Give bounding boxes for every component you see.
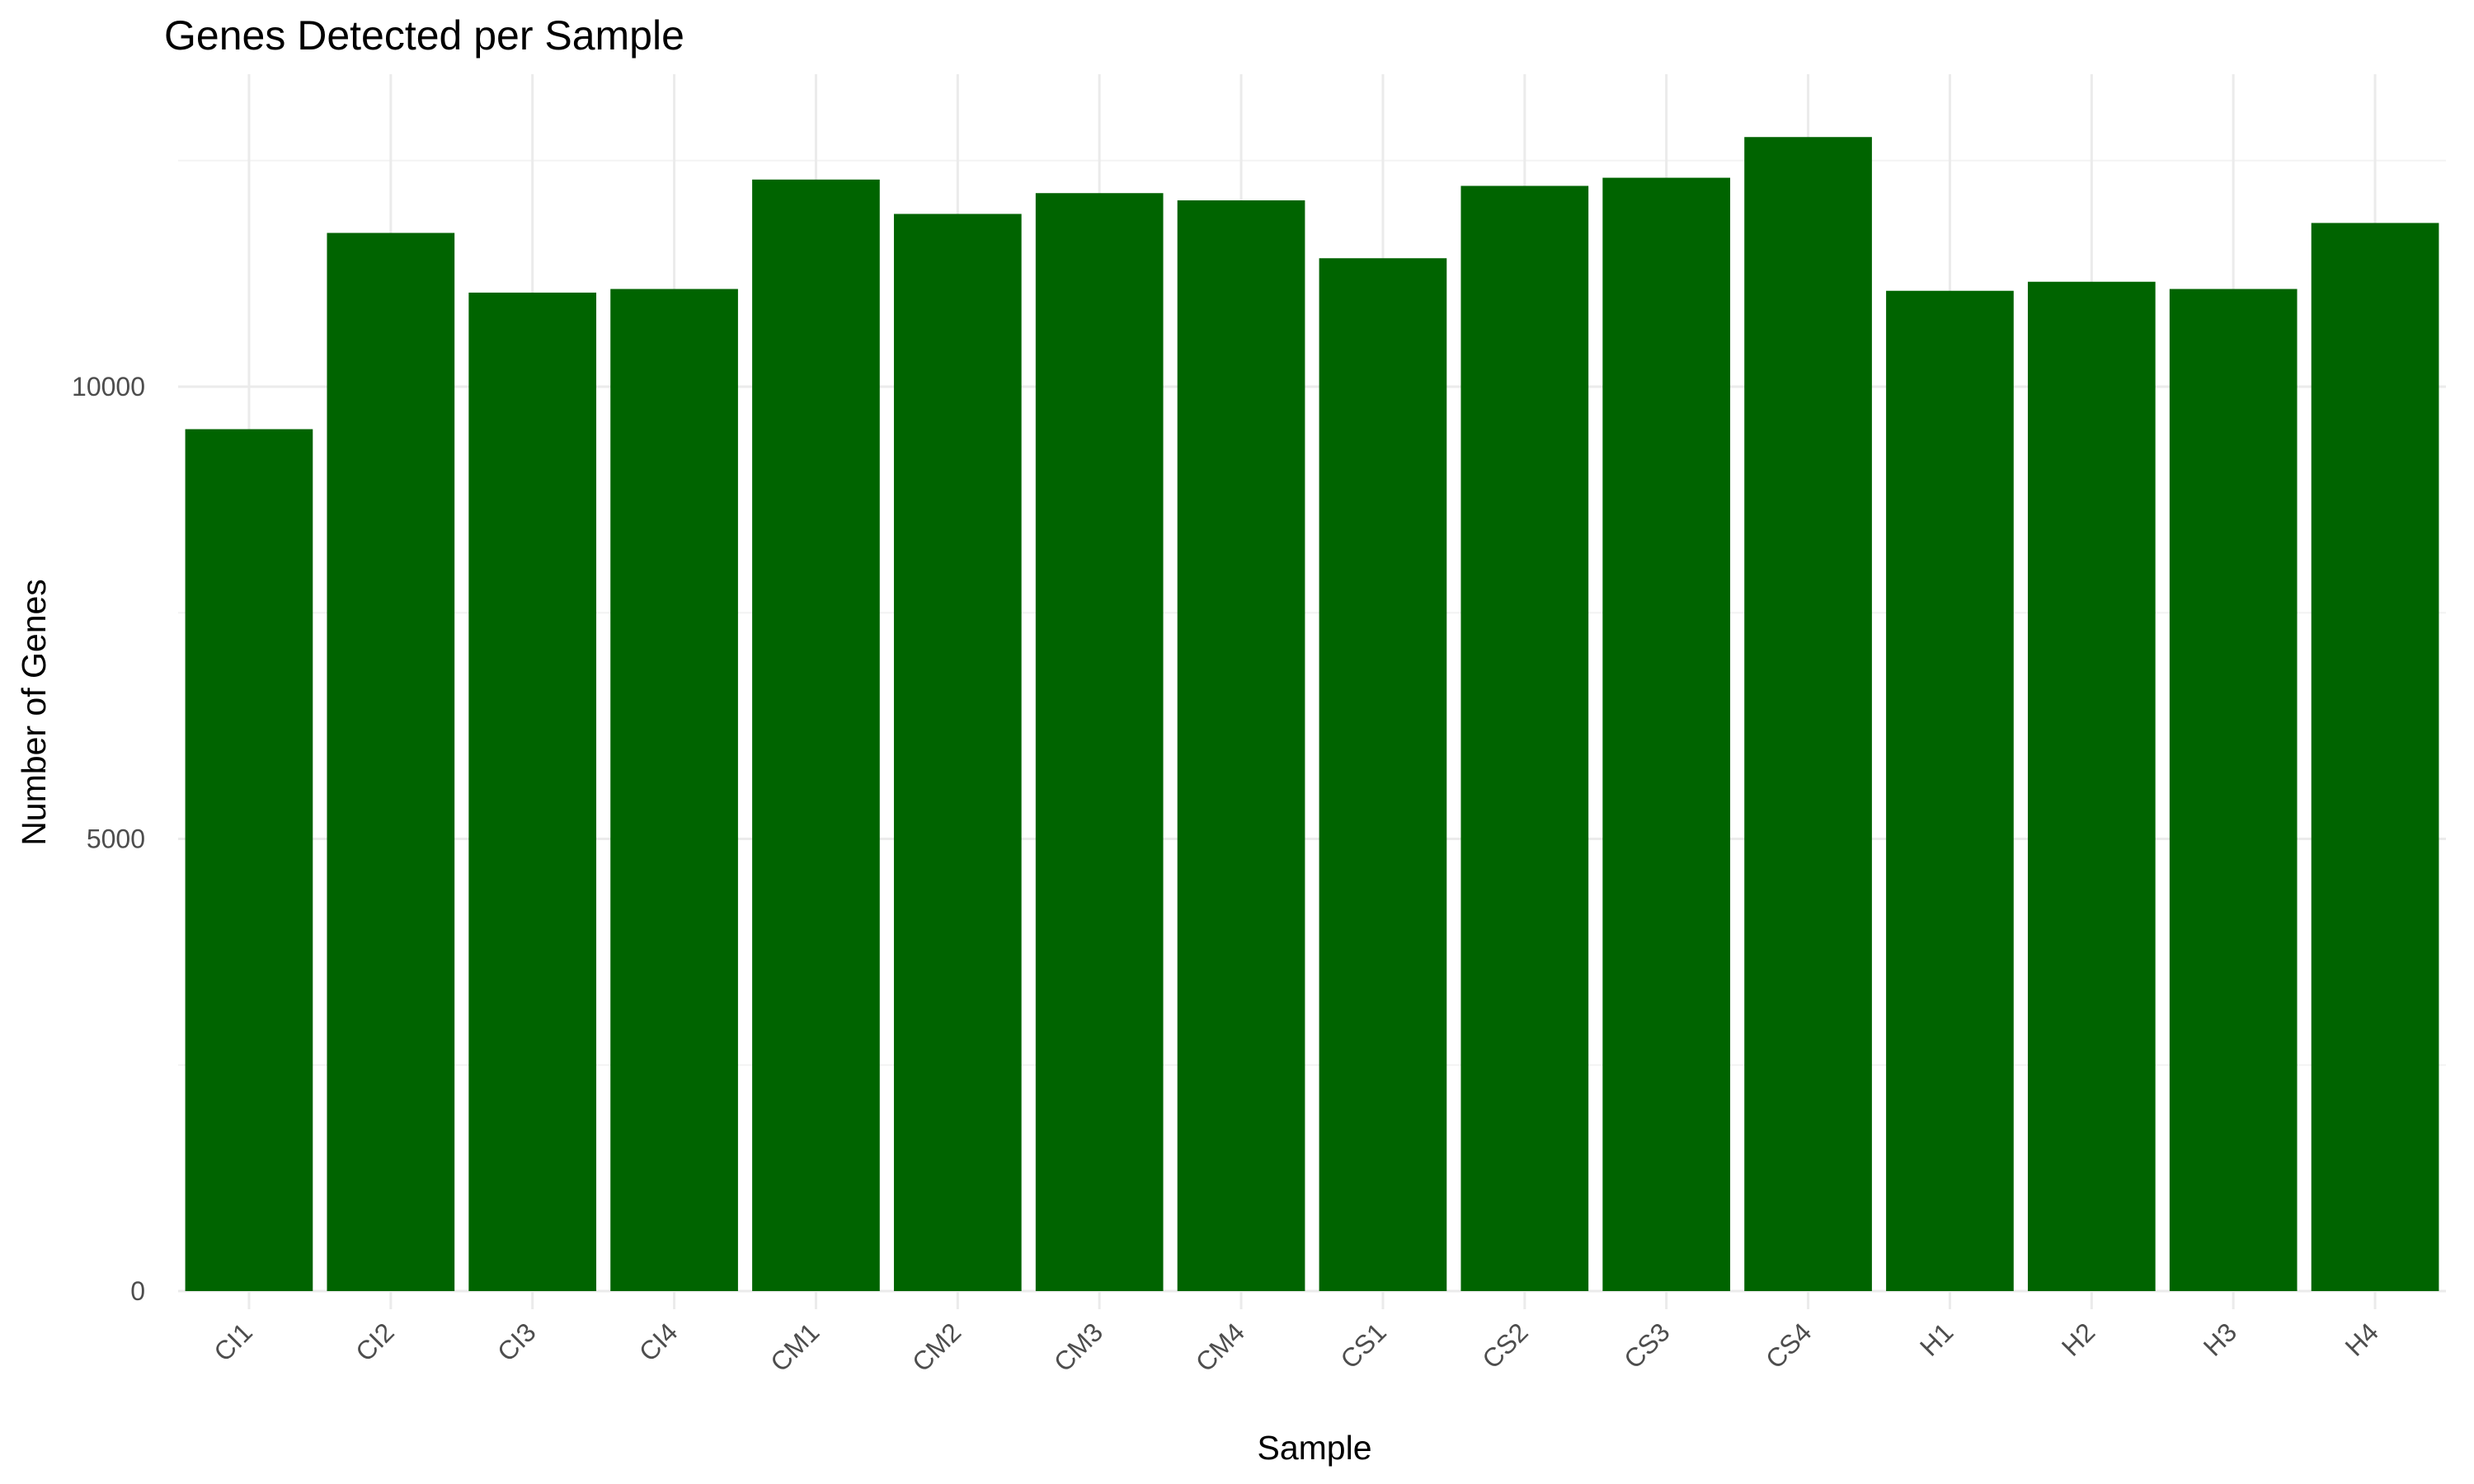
x-tick-label: H4 (2340, 1317, 2384, 1361)
bar-cs2 (1460, 186, 1589, 1291)
bar-h3 (2169, 289, 2298, 1292)
bar-cm2 (893, 214, 1022, 1291)
y-tick-label: 5000 (87, 824, 145, 854)
x-tick-label: CS1 (1334, 1317, 1391, 1374)
x-tick-label: CI2 (350, 1317, 400, 1367)
bar-ci2 (327, 232, 455, 1291)
x-tick-label: CM2 (906, 1317, 967, 1377)
bar-cm4 (1177, 200, 1305, 1291)
x-tick-label: CS3 (1618, 1317, 1675, 1374)
x-tick-label: CM3 (1048, 1317, 1108, 1377)
x-tick-label: CS4 (1760, 1317, 1817, 1374)
x-tick-label: CM1 (764, 1317, 825, 1377)
x-tick-label: H1 (1914, 1317, 1959, 1361)
chart-title: Genes Detected per Sample (164, 12, 684, 59)
x-axis-tick-labels: CI1 CI2 CI3 CI4 CM1 CM2 CM3 CM4 CS1 CS2 CS3 CS4 H1 H2… (208, 1317, 2384, 1377)
bar-cs3 (1602, 177, 1731, 1291)
x-tick-label: CS2 (1476, 1317, 1533, 1374)
bars (185, 137, 2439, 1292)
bar-ci4 (610, 289, 738, 1292)
bar-h1 (1886, 290, 2014, 1291)
bar-cs4 (1744, 137, 1872, 1291)
bar-cm1 (752, 179, 880, 1292)
bar-h4 (2311, 223, 2439, 1291)
bar-ci1 (185, 429, 313, 1291)
y-axis-title: Number of Genes (15, 579, 53, 846)
bar-cs1 (1319, 258, 1447, 1291)
bar-cm3 (1035, 193, 1164, 1292)
bar-h2 (2027, 281, 2156, 1291)
x-tick-label: CM4 (1190, 1317, 1250, 1377)
x-tick-label: CI3 (492, 1317, 542, 1367)
x-tick-label: CI4 (633, 1317, 684, 1367)
y-tick-label: 10000 (72, 372, 145, 402)
bar-ci3 (468, 292, 597, 1291)
x-axis-title: Sample (1257, 1429, 1371, 1467)
x-tick-label: H2 (2056, 1317, 2100, 1361)
x-tick-label: H3 (2198, 1317, 2242, 1361)
y-axis-tick-labels: 0 5000 10000 (72, 372, 145, 1306)
y-tick-label: 0 (130, 1276, 145, 1306)
x-tick-label: CI1 (208, 1317, 258, 1367)
